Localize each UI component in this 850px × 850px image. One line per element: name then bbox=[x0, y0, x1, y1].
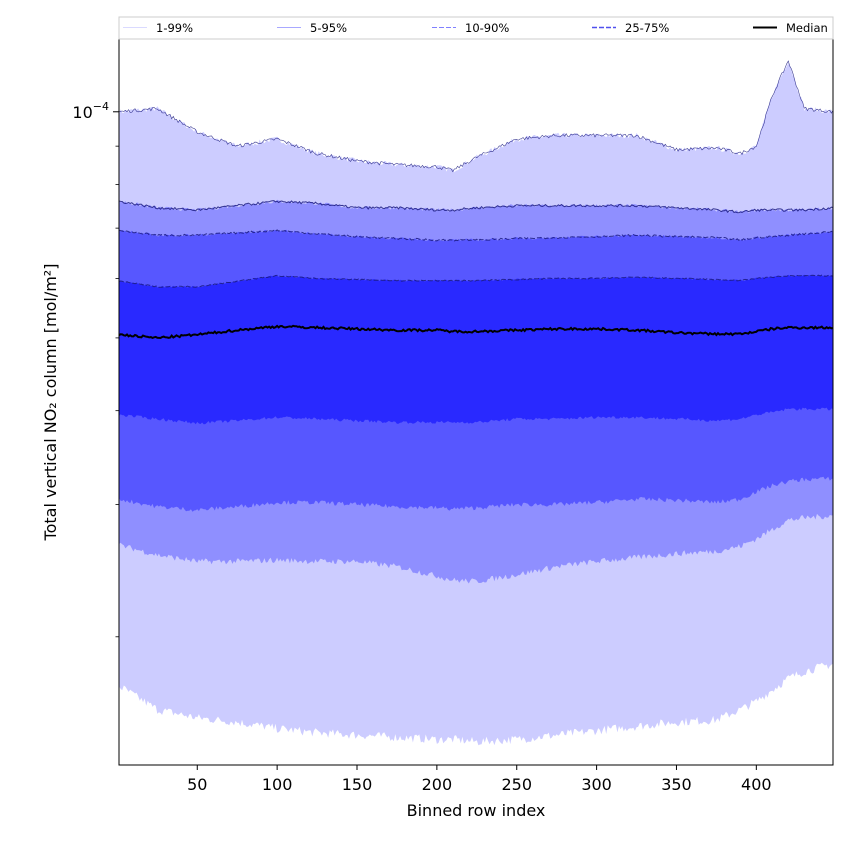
percentile-bands bbox=[119, 60, 833, 746]
y-tick-label-exponent: −4 bbox=[93, 100, 109, 113]
x-tick-label: 400 bbox=[741, 775, 772, 794]
median-line bbox=[119, 324, 833, 340]
legend-label: 25-75% bbox=[625, 21, 669, 35]
legend: 1-99% 5-95% 10-90% 25-75% Median bbox=[118, 16, 834, 40]
y-axis-label: Total vertical NO₂ column [mol/m²] bbox=[41, 264, 60, 542]
band-upper-edge-25-75% bbox=[119, 274, 833, 288]
legend-box bbox=[118, 16, 834, 40]
x-tick-label: 350 bbox=[661, 775, 692, 794]
legend-label: 5-95% bbox=[310, 21, 347, 35]
band-upper-edge-5-95% bbox=[119, 200, 833, 214]
x-tick-label: 100 bbox=[262, 775, 293, 794]
y-major-tick-label: 10−4 bbox=[72, 100, 109, 122]
y-tick-label-base: 10 bbox=[72, 103, 92, 122]
y-axis: 10−4 bbox=[72, 100, 119, 638]
x-tick-label: 200 bbox=[422, 775, 453, 794]
band-25-75% bbox=[119, 274, 833, 425]
median-layer bbox=[119, 324, 833, 340]
x-tick-label: 250 bbox=[501, 775, 532, 794]
x-axis: 50 100 150 200 250 300 350 400 bbox=[187, 765, 772, 794]
x-tick-label: 50 bbox=[187, 775, 207, 794]
band-upper-edge-1-99% bbox=[119, 60, 833, 173]
legend-label: 10-90% bbox=[465, 21, 509, 35]
band-upper-edge-10-90% bbox=[119, 229, 833, 242]
x-tick-label: 150 bbox=[342, 775, 373, 794]
legend-label: 1-99% bbox=[156, 21, 193, 35]
x-tick-label: 300 bbox=[581, 775, 612, 794]
legend-label: Median bbox=[786, 21, 828, 35]
x-axis-label: Binned row index bbox=[407, 801, 546, 820]
